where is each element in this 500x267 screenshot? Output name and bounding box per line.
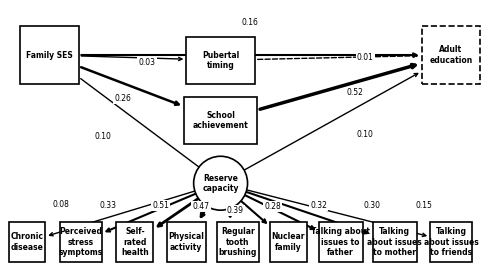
- Text: Talking
about issues
to friends: Talking about issues to friends: [424, 227, 478, 257]
- Ellipse shape: [194, 156, 248, 210]
- Text: Adult
education: Adult education: [430, 45, 472, 65]
- Text: Perceived
stress
symptoms: Perceived stress symptoms: [59, 227, 103, 257]
- Text: Family SES: Family SES: [26, 50, 72, 60]
- FancyBboxPatch shape: [430, 222, 472, 262]
- Text: Regular
tooth
brushing: Regular tooth brushing: [218, 227, 257, 257]
- Text: Chronic
disease: Chronic disease: [10, 232, 43, 252]
- Text: 0.28: 0.28: [264, 202, 281, 211]
- FancyBboxPatch shape: [116, 222, 153, 262]
- FancyBboxPatch shape: [422, 26, 480, 84]
- FancyBboxPatch shape: [20, 26, 78, 84]
- FancyBboxPatch shape: [8, 222, 46, 262]
- Text: Pubertal
timing: Pubertal timing: [202, 50, 239, 70]
- Text: 0.01: 0.01: [356, 53, 374, 62]
- Text: 0.03: 0.03: [138, 58, 156, 67]
- Text: Physical
activity: Physical activity: [168, 232, 204, 252]
- Text: 0.15: 0.15: [416, 201, 432, 210]
- Text: 0.47: 0.47: [192, 202, 210, 211]
- Text: 0.26: 0.26: [114, 94, 131, 103]
- Text: School
achievement: School achievement: [192, 111, 248, 130]
- FancyBboxPatch shape: [186, 37, 255, 84]
- Text: 0.08: 0.08: [53, 200, 70, 209]
- Text: Talking about
issues to
father: Talking about issues to father: [311, 227, 370, 257]
- Text: 0.51: 0.51: [152, 201, 170, 210]
- FancyBboxPatch shape: [184, 97, 258, 144]
- Text: Self-
rated
health: Self- rated health: [121, 227, 148, 257]
- FancyBboxPatch shape: [60, 222, 102, 262]
- Text: 0.52: 0.52: [347, 88, 364, 97]
- Text: 0.10: 0.10: [94, 132, 112, 141]
- Text: 0.10: 0.10: [356, 130, 374, 139]
- Text: 0.33: 0.33: [100, 201, 116, 210]
- FancyBboxPatch shape: [318, 222, 362, 262]
- FancyBboxPatch shape: [270, 222, 306, 262]
- Text: 0.16: 0.16: [242, 18, 258, 27]
- Text: 0.30: 0.30: [363, 201, 380, 210]
- Text: Talking
about issues
to mother: Talking about issues to mother: [367, 227, 422, 257]
- Text: Reserve
capacity: Reserve capacity: [202, 174, 239, 193]
- FancyBboxPatch shape: [166, 222, 206, 262]
- FancyBboxPatch shape: [372, 222, 416, 262]
- FancyBboxPatch shape: [217, 222, 258, 262]
- Text: Nuclear
family: Nuclear family: [272, 232, 305, 252]
- Text: 0.39: 0.39: [227, 206, 244, 215]
- Text: 0.32: 0.32: [310, 201, 327, 210]
